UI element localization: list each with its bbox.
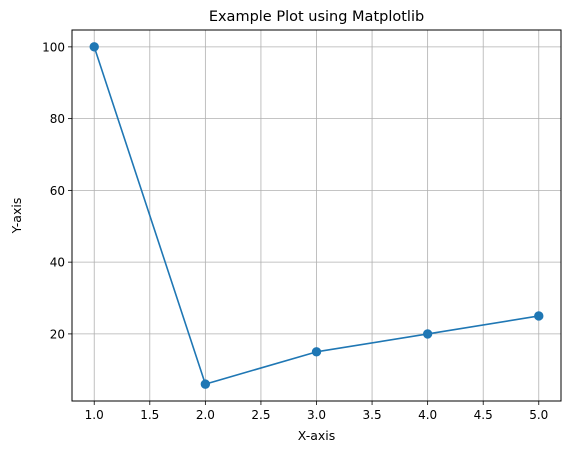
- x-tick-label: 1.5: [140, 408, 159, 422]
- y-tick-label: 60: [50, 184, 65, 198]
- x-tick-label: 2.0: [196, 408, 215, 422]
- x-tick-label: 5.0: [529, 408, 548, 422]
- grid: [72, 30, 561, 401]
- y-tick-label: 20: [50, 327, 65, 341]
- x-tick-label: 3.5: [363, 408, 382, 422]
- x-tick-label: 2.5: [251, 408, 270, 422]
- x-tick-label: 4.5: [474, 408, 493, 422]
- chart-title: Example Plot using Matplotlib: [209, 9, 424, 25]
- data-point: [311, 347, 322, 357]
- x-tick-label: 1.0: [85, 408, 104, 422]
- data-point: [422, 329, 433, 339]
- data-point: [89, 42, 99, 52]
- y-tick-label: 40: [50, 256, 65, 270]
- data-point: [200, 379, 211, 389]
- x-tick-label: 4.0: [418, 408, 437, 422]
- x-axis-ticks: 1.0 1.5 2.0 2.5 3.0 3.5 4.0 4.5 5.0: [85, 401, 548, 422]
- y-tick-label: 100: [42, 40, 65, 54]
- x-axis-title: X-axis: [298, 428, 336, 443]
- data-point: [534, 311, 544, 321]
- series-group: [89, 42, 544, 389]
- y-axis-ticks: 20 40 60 80 100: [42, 40, 72, 341]
- y-tick-label: 80: [50, 112, 65, 126]
- x-tick-label: 3.0: [307, 408, 326, 422]
- y-axis-title: Y-axis: [9, 198, 24, 235]
